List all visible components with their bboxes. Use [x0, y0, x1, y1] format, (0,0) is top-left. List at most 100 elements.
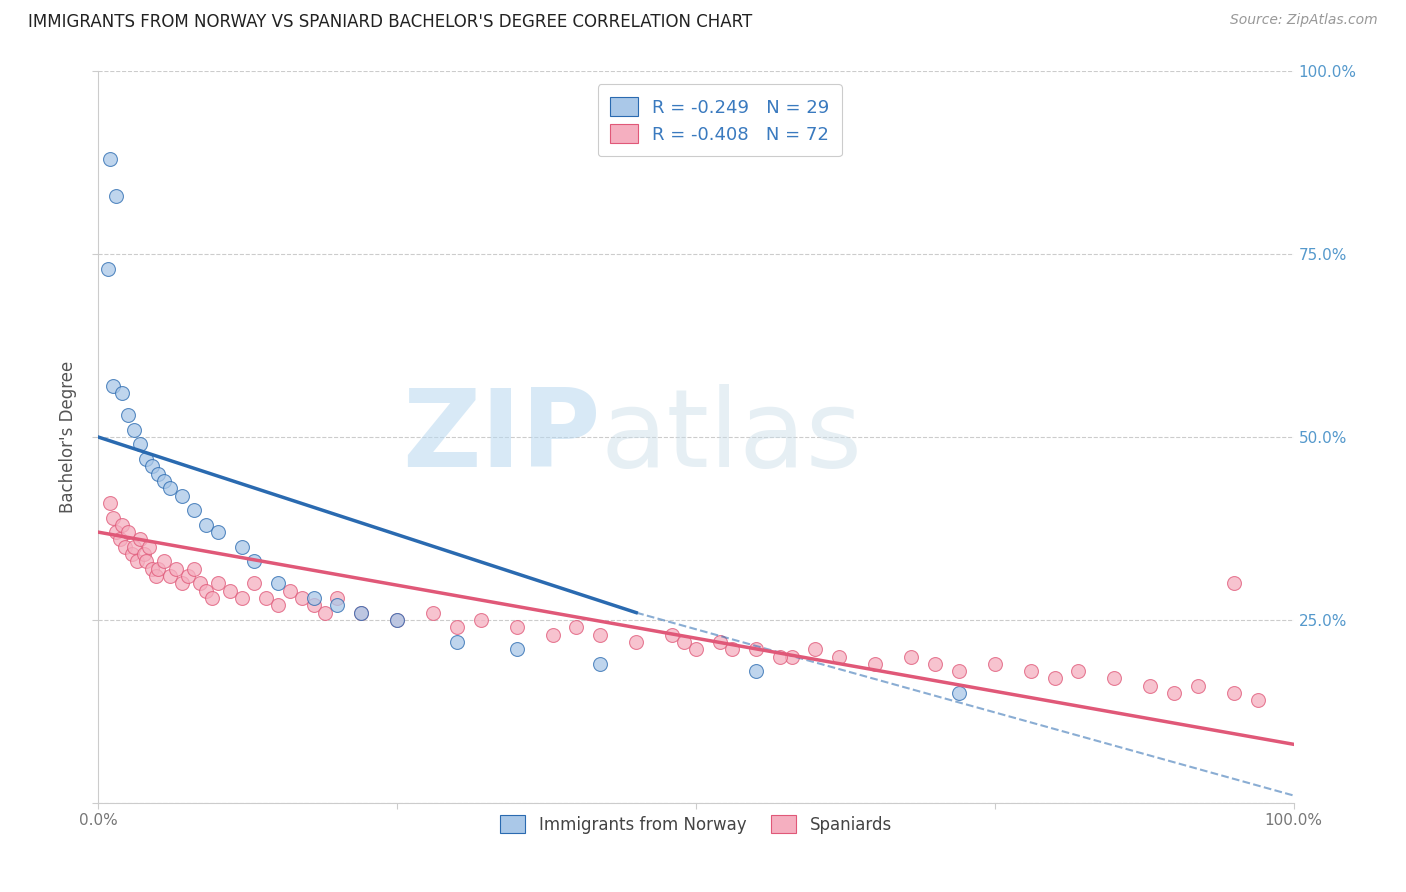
- Point: [948, 686, 970, 700]
- Point: [138, 540, 160, 554]
- Point: [1043, 672, 1066, 686]
- Point: [159, 481, 181, 495]
- Point: [165, 562, 187, 576]
- Legend: Immigrants from Norway, Spaniards: Immigrants from Norway, Spaniards: [492, 806, 900, 842]
- Point: [924, 657, 946, 671]
- Point: [177, 569, 200, 583]
- Point: [385, 613, 409, 627]
- Point: [111, 517, 134, 532]
- Point: [1067, 664, 1090, 678]
- Point: [129, 437, 152, 451]
- Point: [541, 627, 564, 641]
- Point: [828, 649, 851, 664]
- Point: [315, 606, 337, 620]
- Point: [105, 188, 128, 202]
- Point: [804, 642, 827, 657]
- Point: [948, 664, 970, 678]
- Point: [101, 379, 124, 393]
- Point: [446, 620, 468, 634]
- Point: [124, 423, 146, 437]
- Point: [661, 627, 683, 641]
- Point: [183, 503, 205, 517]
- Point: [768, 649, 790, 664]
- Point: [1223, 576, 1246, 591]
- Point: [129, 533, 152, 547]
- Point: [219, 583, 242, 598]
- Point: [141, 562, 163, 576]
- Point: [201, 591, 224, 605]
- Point: [148, 562, 170, 576]
- Point: [125, 554, 148, 568]
- Point: [780, 649, 803, 664]
- Point: [105, 525, 128, 540]
- Y-axis label: Bachelor's Degree: Bachelor's Degree: [59, 361, 77, 513]
- Point: [685, 642, 707, 657]
- Point: [291, 591, 314, 605]
- Point: [135, 554, 157, 568]
- Point: [207, 576, 229, 591]
- Point: [1104, 672, 1126, 686]
- Point: [172, 576, 194, 591]
- Point: [111, 386, 134, 401]
- Point: [302, 591, 325, 605]
- Point: [231, 591, 253, 605]
- Point: [589, 627, 612, 641]
- Text: IMMIGRANTS FROM NORWAY VS SPANIARD BACHELOR'S DEGREE CORRELATION CHART: IMMIGRANTS FROM NORWAY VS SPANIARD BACHE…: [28, 13, 752, 31]
- Point: [900, 649, 922, 664]
- Point: [117, 525, 139, 540]
- Point: [121, 547, 143, 561]
- Text: atlas: atlas: [600, 384, 862, 490]
- Point: [183, 562, 205, 576]
- Point: [626, 635, 648, 649]
- Text: ZIP: ZIP: [402, 384, 600, 490]
- Point: [267, 599, 290, 613]
- Point: [153, 474, 176, 488]
- Point: [1139, 679, 1161, 693]
- Point: [97, 261, 120, 276]
- Point: [124, 540, 146, 554]
- Point: [589, 657, 612, 671]
- Point: [865, 657, 887, 671]
- Point: [506, 620, 529, 634]
- Point: [278, 583, 301, 598]
- Point: [132, 547, 155, 561]
- Point: [159, 569, 181, 583]
- Point: [1163, 686, 1185, 700]
- Point: [1223, 686, 1246, 700]
- Point: [188, 576, 211, 591]
- Point: [326, 591, 349, 605]
- Point: [326, 599, 349, 613]
- Point: [114, 540, 136, 554]
- Point: [470, 613, 492, 627]
- Point: [302, 599, 325, 613]
- Text: Source: ZipAtlas.com: Source: ZipAtlas.com: [1230, 13, 1378, 28]
- Point: [243, 576, 266, 591]
- Point: [1187, 679, 1209, 693]
- Point: [98, 152, 122, 166]
- Point: [1019, 664, 1042, 678]
- Point: [141, 459, 163, 474]
- Point: [745, 642, 768, 657]
- Point: [422, 606, 444, 620]
- Point: [145, 569, 167, 583]
- Point: [984, 657, 1007, 671]
- Point: [565, 620, 588, 634]
- Point: [207, 525, 229, 540]
- Point: [254, 591, 277, 605]
- Point: [195, 583, 218, 598]
- Point: [101, 510, 124, 524]
- Point: [231, 540, 253, 554]
- Point: [148, 467, 170, 481]
- Point: [1247, 693, 1270, 707]
- Point: [108, 533, 131, 547]
- Point: [350, 606, 373, 620]
- Point: [117, 408, 139, 422]
- Point: [506, 642, 529, 657]
- Point: [673, 635, 696, 649]
- Point: [350, 606, 373, 620]
- Point: [745, 664, 768, 678]
- Point: [721, 642, 744, 657]
- Point: [153, 554, 176, 568]
- Point: [446, 635, 468, 649]
- Point: [385, 613, 409, 627]
